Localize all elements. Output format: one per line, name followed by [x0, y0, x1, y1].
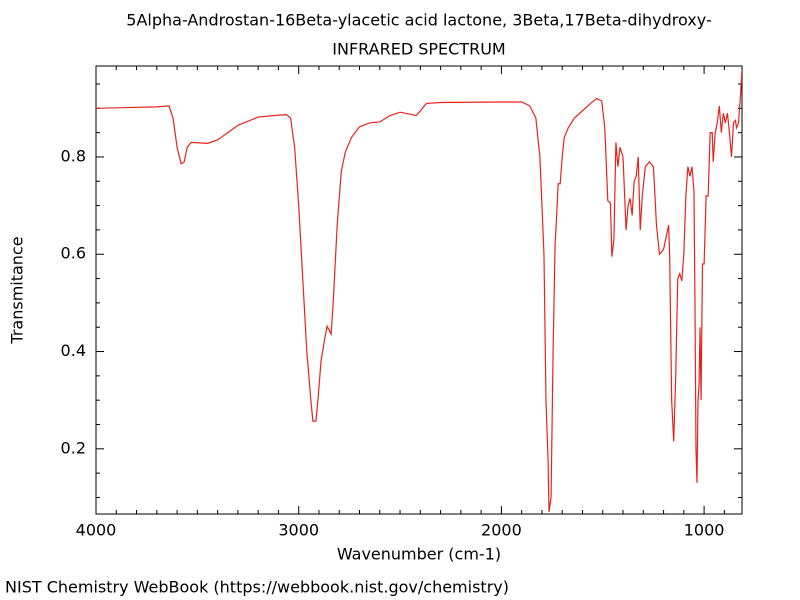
- y-tick-label: 0.8: [61, 146, 86, 165]
- x-tick-label: 4000: [76, 521, 117, 540]
- y-axis-label: Transmitance: [8, 236, 27, 344]
- spectrum-line: [96, 69, 742, 513]
- footer: NIST Chemistry WebBook (https://webbook.…: [5, 578, 509, 597]
- x-tick-label: 1000: [684, 521, 725, 540]
- y-tick-label: 0.6: [61, 244, 86, 263]
- y-tick-label: 0.2: [61, 438, 86, 457]
- x-tick-label: 3000: [278, 521, 319, 540]
- x-axis-label: Wavenumber (cm-1): [337, 545, 501, 564]
- chart-title: 5Alpha-Androstan-16Beta-ylacetic acid la…: [126, 11, 711, 30]
- x-tick-label: 2000: [481, 521, 522, 540]
- plot-frame: [95, 65, 743, 515]
- chart-subtitle: INFRARED SPECTRUM: [332, 40, 505, 59]
- y-tick-label: 0.4: [61, 341, 86, 360]
